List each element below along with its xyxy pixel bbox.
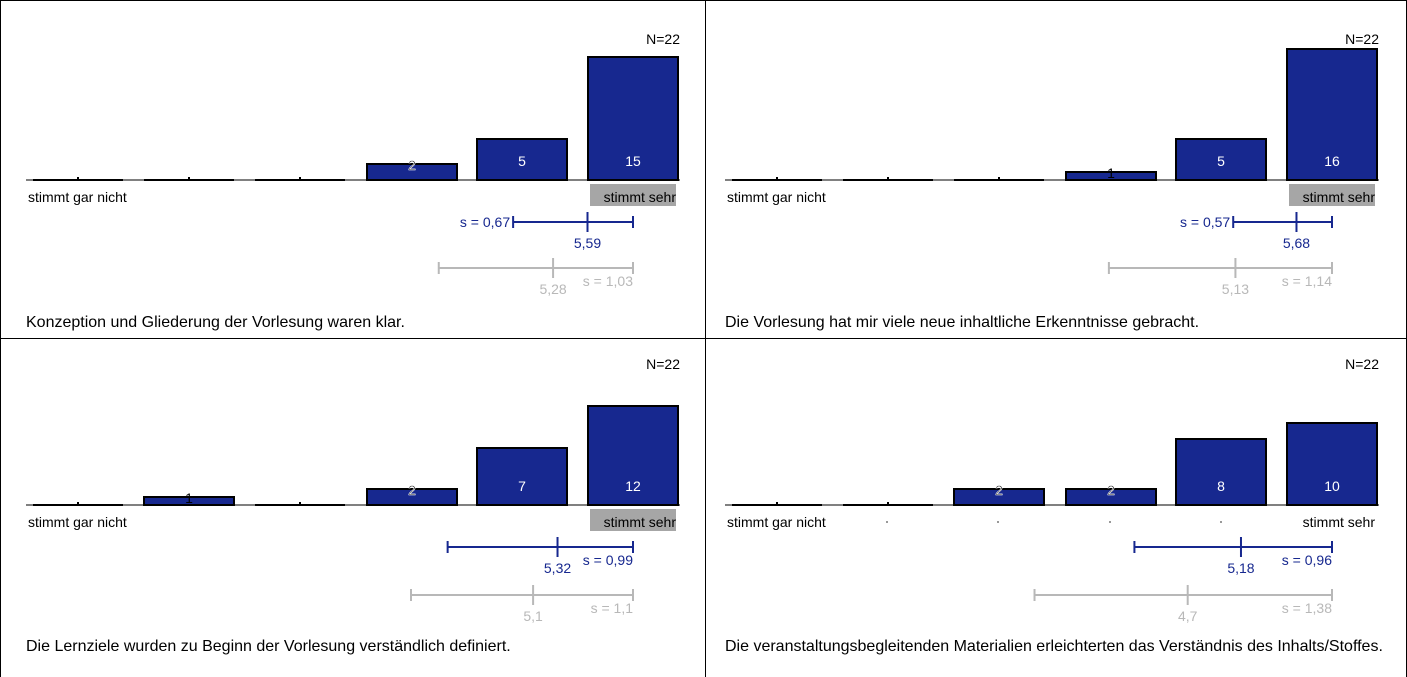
left-scale-label: stimmt gar nicht xyxy=(28,189,127,205)
bar-5 xyxy=(1175,438,1267,506)
scale-dot xyxy=(997,521,999,523)
right-scale-label: stimmt sehr xyxy=(604,514,677,530)
bar-5 xyxy=(476,138,568,181)
mean-label: 5,32 xyxy=(544,560,571,576)
right-scale-label: stimmt sehr xyxy=(1303,189,1376,205)
bar-value-label: 10 xyxy=(1324,478,1340,494)
n-label: N=22 xyxy=(646,31,680,47)
bar-chart: N=22 1 5 16 stimmt gar nicht stimmt sehr 5,68 s… xyxy=(725,31,1379,297)
bar-value-label: 8 xyxy=(1217,478,1225,494)
right-scale-highlight xyxy=(590,509,676,531)
bar-value-label: 5 xyxy=(518,153,526,169)
reference-label: 4,7 xyxy=(1178,608,1198,624)
question-text: Die Vorlesung hat mir viele neue inhaltl… xyxy=(725,314,1200,331)
bar-chart: N=22 2 5 15 stimmt gar nicht stimmt sehr 5,59 s… xyxy=(26,31,680,297)
bar-chart: N=22 2 2 8 10 stimmt gar nicht stimmt sehr 5,18… xyxy=(725,356,1379,624)
chart-panel-insights: Die Vorlesung hat mir viele neue inhaltl… xyxy=(699,0,1407,338)
n-label: N=22 xyxy=(1345,356,1379,372)
mean-label: 5,59 xyxy=(574,235,601,251)
right-scale-label: stimmt sehr xyxy=(1303,514,1376,530)
reference-sd-label: s = 1,14 xyxy=(1282,273,1332,289)
question-text: Die Lernziele wurden zu Beginn der Vorle… xyxy=(26,638,511,655)
bar-value-label: 2 xyxy=(1107,482,1115,498)
scale-dot xyxy=(1220,521,1222,523)
mean-sd-label: s = 0,57 xyxy=(1180,214,1230,230)
reference-sd-label: s = 1,1 xyxy=(591,600,634,616)
bar-value-label: 7 xyxy=(518,478,526,494)
bar-6 xyxy=(1286,48,1378,181)
bar-6 xyxy=(1286,422,1378,506)
reference-label: 5,13 xyxy=(1222,281,1249,297)
mean-sd-label: s = 0,99 xyxy=(583,552,633,568)
question-text: Konzeption und Gliederung der Vorlesung … xyxy=(26,314,405,331)
bar-5 xyxy=(476,447,568,506)
reference-label: 5,1 xyxy=(523,608,543,624)
reference-sd-label: s = 1,03 xyxy=(583,273,633,289)
n-label: N=22 xyxy=(646,356,680,372)
bar-value-label: 16 xyxy=(1324,153,1340,169)
chart-panel-materials: Die veranstaltungsbegleitenden Materiali… xyxy=(699,325,1407,677)
mean-label: 5,68 xyxy=(1283,235,1310,251)
left-scale-label: stimmt gar nicht xyxy=(28,514,127,530)
chart-panel-learning-goals: Die Lernziele wurden zu Beginn der Vorle… xyxy=(0,325,705,677)
bar-value-label: 2 xyxy=(995,482,1003,498)
right-scale-highlight xyxy=(1289,184,1375,206)
scale-dot xyxy=(1109,521,1111,523)
right-scale-highlight xyxy=(590,184,676,206)
bar-value-label: 15 xyxy=(625,153,641,169)
bar-value-label: 2 xyxy=(408,482,416,498)
scale-dot xyxy=(886,521,888,523)
question-text: Die veranstaltungsbegleitenden Materiali… xyxy=(725,638,1383,655)
bar-value-label: 12 xyxy=(625,478,641,494)
reference-label: 5,28 xyxy=(539,281,566,297)
reference-sd-label: s = 1,38 xyxy=(1282,600,1332,616)
bar-value-label: 1 xyxy=(185,490,193,506)
mean-sd-label: s = 0,67 xyxy=(460,214,510,230)
left-scale-label: stimmt gar nicht xyxy=(727,514,826,530)
n-label: N=22 xyxy=(1345,31,1379,47)
mean-sd-label: s = 0,96 xyxy=(1282,552,1332,568)
left-scale-label: stimmt gar nicht xyxy=(727,189,826,205)
mean-label: 5,18 xyxy=(1227,560,1254,576)
bar-value-label: 1 xyxy=(1107,165,1115,181)
bar-value-label: 5 xyxy=(1217,153,1225,169)
bar-value-label: 2 xyxy=(408,157,416,173)
chart-panel-conception: Konzeption und Gliederung der Vorlesung … xyxy=(0,0,705,338)
right-scale-label: stimmt sehr xyxy=(604,189,677,205)
